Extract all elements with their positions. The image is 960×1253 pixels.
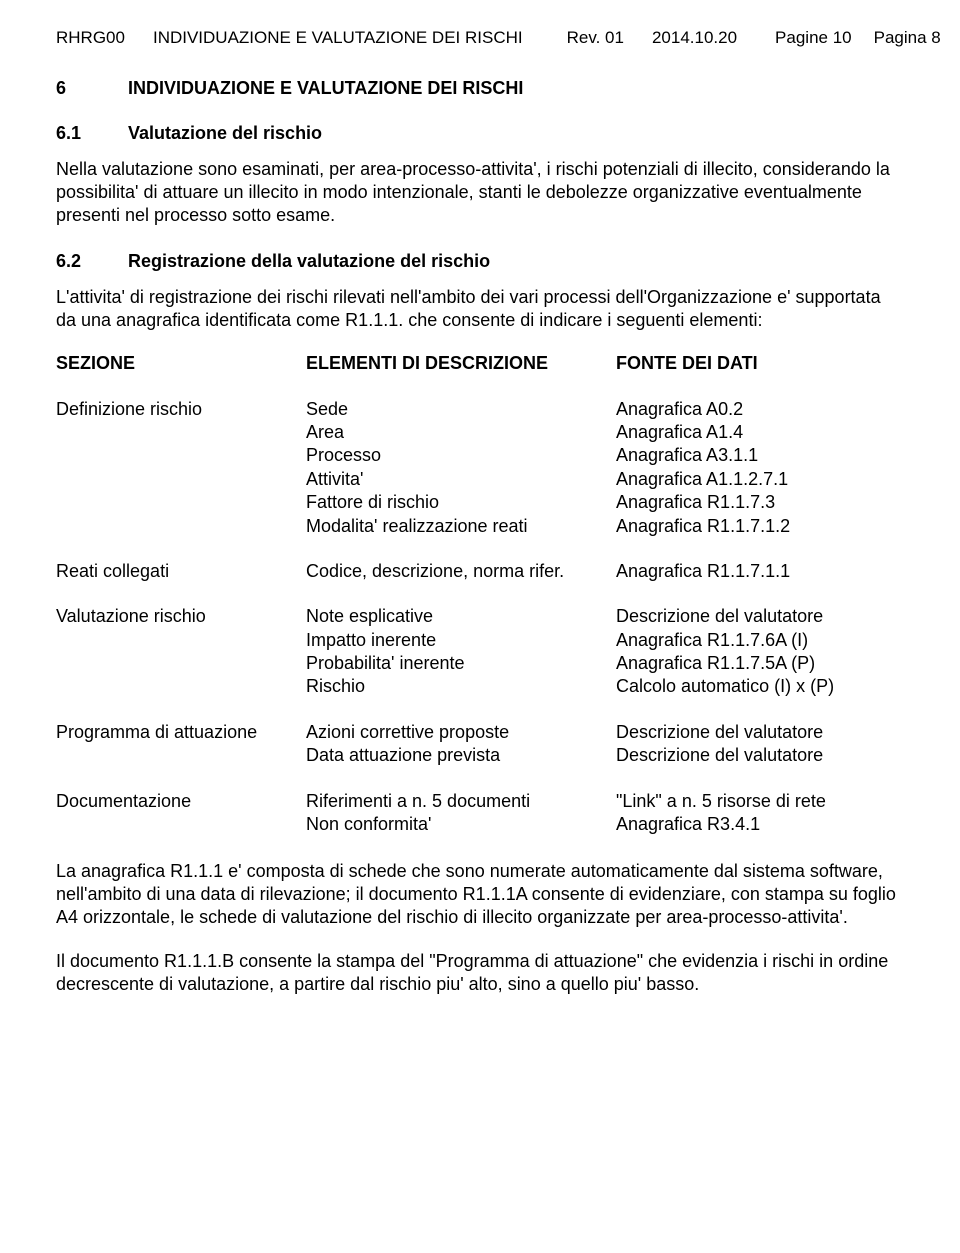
table-source: Calcolo automatico (I) x (P)	[616, 675, 904, 698]
table-element: Non conformita'	[306, 813, 606, 836]
doc-title: INDIVIDUAZIONE E VALUTAZIONE DEI RISCHI	[153, 28, 523, 48]
closing-paragraph-2: Il documento R1.1.1.B consente la stampa…	[56, 950, 904, 996]
table-source: Anagrafica R3.4.1	[616, 813, 904, 836]
paragraph-6-1: Nella valutazione sono esaminati, per ar…	[56, 158, 904, 227]
table-row-gap	[56, 538, 296, 560]
heading-section-6: 6 INDIVIDUAZIONE E VALUTAZIONE DEI RISCH…	[56, 78, 904, 99]
table-source: Anagrafica R1.1.7.6A (I)	[616, 629, 904, 652]
table-row-gap	[56, 768, 296, 790]
table-element: Rischio	[306, 675, 606, 698]
table-section-label	[56, 515, 296, 538]
table-element: Impatto inerente	[306, 629, 606, 652]
heading-text: Registrazione della valutazione del risc…	[128, 251, 490, 272]
table-section-label	[56, 744, 296, 767]
table-source: Descrizione del valutatore	[616, 721, 904, 744]
doc-pages-total: Pagine 10	[775, 28, 852, 48]
table-element: Data attuazione prevista	[306, 744, 606, 767]
table-element: Sede	[306, 398, 606, 421]
page-header: RHRG00 INDIVIDUAZIONE E VALUTAZIONE DEI …	[56, 28, 904, 48]
table-row-gap	[616, 583, 904, 605]
definitions-table: SEZIONE ELEMENTI DI DESCRIZIONE FONTE DE…	[56, 352, 904, 836]
table-row-gap	[306, 538, 606, 560]
table-element: Riferimenti a n. 5 documenti	[306, 790, 606, 813]
table-section-label: Valutazione rischio	[56, 605, 296, 628]
closing-paragraph-1: La anagrafica R1.1.1 e' composta di sche…	[56, 860, 904, 929]
table-source: Anagrafica R1.1.7.3	[616, 491, 904, 514]
table-row-gap	[306, 583, 606, 605]
table-element: Azioni correttive proposte	[306, 721, 606, 744]
table-section-label: Reati collegati	[56, 560, 296, 583]
table-element: Note esplicative	[306, 605, 606, 628]
table-source: Anagrafica R1.1.7.5A (P)	[616, 652, 904, 675]
table-header-col1: SEZIONE	[56, 352, 296, 375]
table-source: Anagrafica A3.1.1	[616, 444, 904, 467]
table-section-label	[56, 444, 296, 467]
table-section-label: Definizione rischio	[56, 398, 296, 421]
doc-rev: Rev. 01	[567, 28, 624, 48]
doc-date: 2014.10.20	[652, 28, 737, 48]
table-source: Anagrafica A1.4	[616, 421, 904, 444]
heading-text: Valutazione del rischio	[128, 123, 322, 144]
table-source: Anagrafica A0.2	[616, 398, 904, 421]
doc-code: RHRG00	[56, 28, 125, 48]
paragraph-6-2: L'attivita' di registrazione dei rischi …	[56, 286, 904, 332]
table-header-col3: FONTE DEI DATI	[616, 352, 904, 375]
table-element: Fattore di rischio	[306, 491, 606, 514]
table-source: Descrizione del valutatore	[616, 605, 904, 628]
table-row-gap	[616, 699, 904, 721]
table-element: Processo	[306, 444, 606, 467]
table-header-col2: ELEMENTI DI DESCRIZIONE	[306, 352, 606, 375]
table-section-label	[56, 652, 296, 675]
heading-section-6-2: 6.2 Registrazione della valutazione del …	[56, 251, 904, 272]
table-source: "Link" a n. 5 risorse di rete	[616, 790, 904, 813]
table-section-label	[56, 421, 296, 444]
table-row-gap	[616, 768, 904, 790]
table-source: Anagrafica R1.1.7.1.2	[616, 515, 904, 538]
table-section-label	[56, 813, 296, 836]
heading-number: 6	[56, 78, 128, 99]
table-source: Descrizione del valutatore	[616, 744, 904, 767]
table-source: Anagrafica R1.1.7.1.1	[616, 560, 904, 583]
heading-number: 6.1	[56, 123, 128, 144]
table-row-gap	[56, 583, 296, 605]
table-element: Codice, descrizione, norma rifer.	[306, 560, 606, 583]
table-section-label	[56, 629, 296, 652]
heading-section-6-1: 6.1 Valutazione del rischio	[56, 123, 904, 144]
heading-number: 6.2	[56, 251, 128, 272]
table-row-gap	[306, 699, 606, 721]
table-section-label: Programma di attuazione	[56, 721, 296, 744]
table-section-label	[56, 468, 296, 491]
table-section-label	[56, 675, 296, 698]
document-page: RHRG00 INDIVIDUAZIONE E VALUTAZIONE DEI …	[0, 0, 960, 1064]
table-element: Attivita'	[306, 468, 606, 491]
table-row-gap	[56, 699, 296, 721]
table-element: Area	[306, 421, 606, 444]
doc-page-number: Pagina 8	[874, 28, 941, 48]
table-section-label	[56, 491, 296, 514]
table-row-gap	[616, 538, 904, 560]
table-element: Probabilita' inerente	[306, 652, 606, 675]
table-section-label: Documentazione	[56, 790, 296, 813]
heading-text: INDIVIDUAZIONE E VALUTAZIONE DEI RISCHI	[128, 78, 523, 99]
table-element: Modalita' realizzazione reati	[306, 515, 606, 538]
table-source: Anagrafica A1.1.2.7.1	[616, 468, 904, 491]
table-row-gap	[306, 768, 606, 790]
